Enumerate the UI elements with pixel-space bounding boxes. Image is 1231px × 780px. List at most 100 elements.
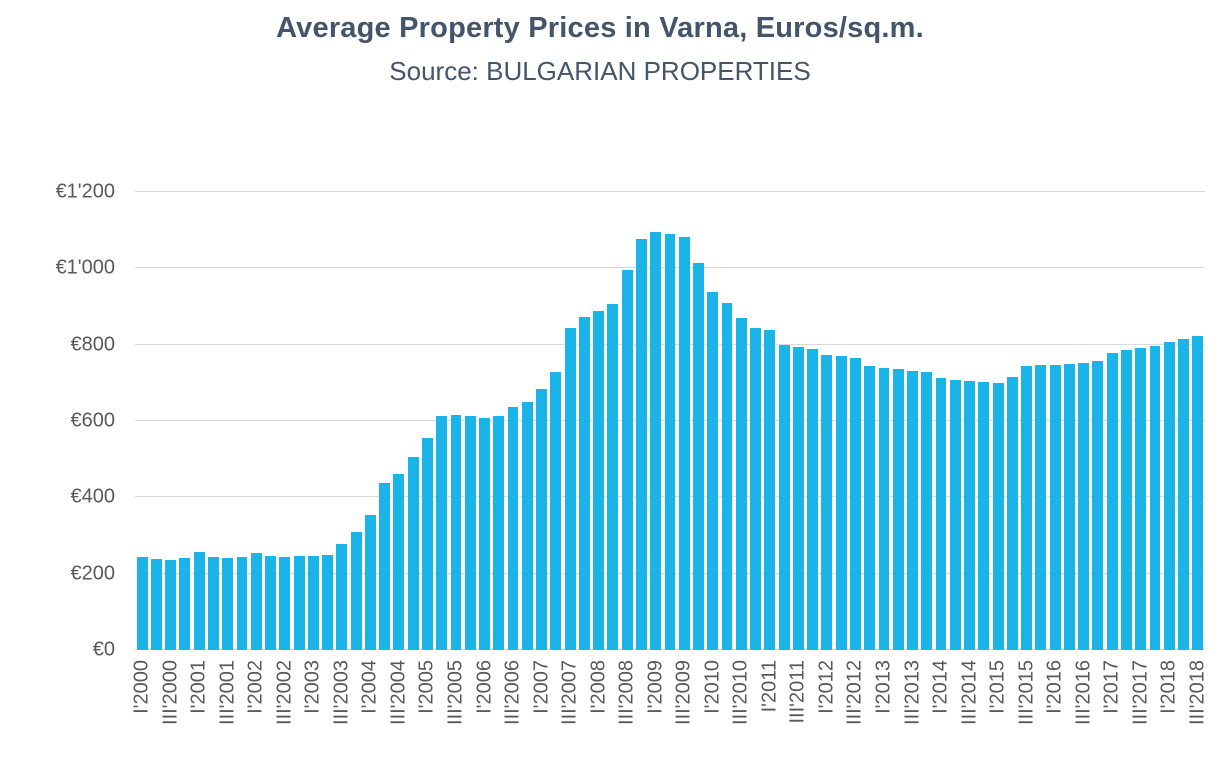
bar [892, 369, 904, 650]
bar [1049, 364, 1061, 650]
bar [322, 554, 334, 650]
bar [165, 559, 177, 650]
bar [1092, 361, 1104, 650]
x-tick-label: III'2018 [1186, 660, 1209, 725]
x-tick-label: III'2010 [729, 660, 752, 725]
x-tick-label: III'2014 [958, 660, 981, 725]
bar [764, 330, 776, 650]
bar [1063, 363, 1075, 650]
bar [1135, 348, 1147, 650]
bar [150, 559, 162, 650]
x-tick-label: I'2011 [758, 660, 781, 713]
bar [835, 356, 847, 650]
bar [992, 382, 1004, 650]
bar [1106, 352, 1118, 650]
bar [250, 553, 262, 650]
bar [350, 531, 362, 650]
x-tick-label: III'2015 [1015, 660, 1038, 725]
bar [1192, 336, 1204, 650]
bar [792, 346, 804, 650]
bar [493, 416, 505, 650]
x-tick-label: I'2017 [1100, 660, 1123, 714]
x-tick-label: I'2014 [929, 660, 952, 714]
bar [721, 303, 733, 650]
bar [1163, 342, 1175, 650]
y-tick-label: €1'000 [55, 256, 115, 279]
x-tick-label: III'2013 [901, 660, 924, 725]
x-tick-label: I'2018 [1157, 660, 1180, 714]
bar [778, 344, 790, 650]
bar [307, 555, 319, 650]
x-tick-label: I'2005 [415, 660, 438, 714]
x-tick-label: III'2016 [1072, 660, 1095, 725]
bar [1021, 365, 1033, 650]
bar [878, 367, 890, 650]
gridline [135, 191, 1205, 192]
y-tick-label: €400 [70, 485, 116, 508]
bar [1121, 350, 1132, 650]
bar [407, 456, 419, 650]
x-tick-label: I'2000 [130, 660, 153, 714]
bar [393, 474, 405, 650]
bar [279, 556, 291, 650]
bar [236, 556, 248, 650]
x-tick-label: III'2008 [615, 660, 638, 725]
bar [735, 318, 747, 650]
bar [750, 327, 761, 650]
bar [807, 349, 819, 650]
bar [136, 556, 148, 650]
x-axis: I'2000 III'2000 I'2001 III'2001 I'2002 III'20… [131, 656, 1209, 776]
x-tick-label: I'2008 [587, 660, 610, 714]
x-tick-label: I'2013 [872, 660, 895, 714]
chart-title: Average Property Prices in Varna, Euros/… [276, 12, 924, 44]
x-tick-label: III'2004 [387, 660, 410, 725]
bar [479, 417, 490, 650]
bar [379, 482, 391, 650]
bar [821, 355, 833, 650]
bar [693, 263, 704, 650]
x-tick-label: III'2001 [216, 660, 239, 725]
plot-area [135, 191, 1205, 650]
bar [935, 377, 947, 650]
bar [536, 389, 548, 650]
y-tick-label: €200 [70, 562, 116, 585]
bar [450, 414, 462, 650]
x-tick-label: III'2006 [501, 660, 524, 725]
x-tick-label: I'2009 [644, 660, 667, 714]
y-tick-label: €800 [70, 333, 116, 356]
bar [1149, 346, 1161, 650]
bar [179, 558, 191, 650]
bar [1178, 339, 1189, 650]
x-tick-label: III'2012 [843, 660, 866, 725]
y-tick-label: €1'200 [55, 180, 115, 203]
bar [521, 401, 533, 650]
x-tick-label: III'2005 [444, 660, 467, 725]
bar [564, 328, 576, 650]
bar [208, 556, 219, 650]
y-axis: €0 €200 €400 €600 €800 €1'000 €1'200 [0, 181, 116, 661]
bar [1006, 376, 1018, 650]
bar [222, 558, 234, 650]
bar [464, 416, 476, 650]
bar [964, 380, 975, 650]
x-tick-label: III'2009 [672, 660, 695, 725]
bar [907, 371, 918, 650]
bar [336, 543, 348, 650]
y-tick-label: €0 [92, 638, 115, 661]
bar [849, 358, 861, 650]
bar [978, 382, 990, 650]
x-tick-label: I'2004 [358, 660, 381, 714]
x-tick-label: III'2000 [159, 660, 182, 725]
x-tick-label: I'2003 [301, 660, 324, 714]
bar [1035, 364, 1047, 650]
x-tick-label: III'2011 [786, 660, 809, 724]
x-tick-label: III'2017 [1129, 660, 1152, 725]
bar [707, 292, 719, 650]
bar [507, 406, 519, 650]
bar [607, 304, 619, 650]
x-tick-label: I'2006 [473, 660, 496, 714]
bar [921, 372, 933, 650]
y-tick-label: €600 [70, 409, 116, 432]
bar [593, 311, 605, 650]
